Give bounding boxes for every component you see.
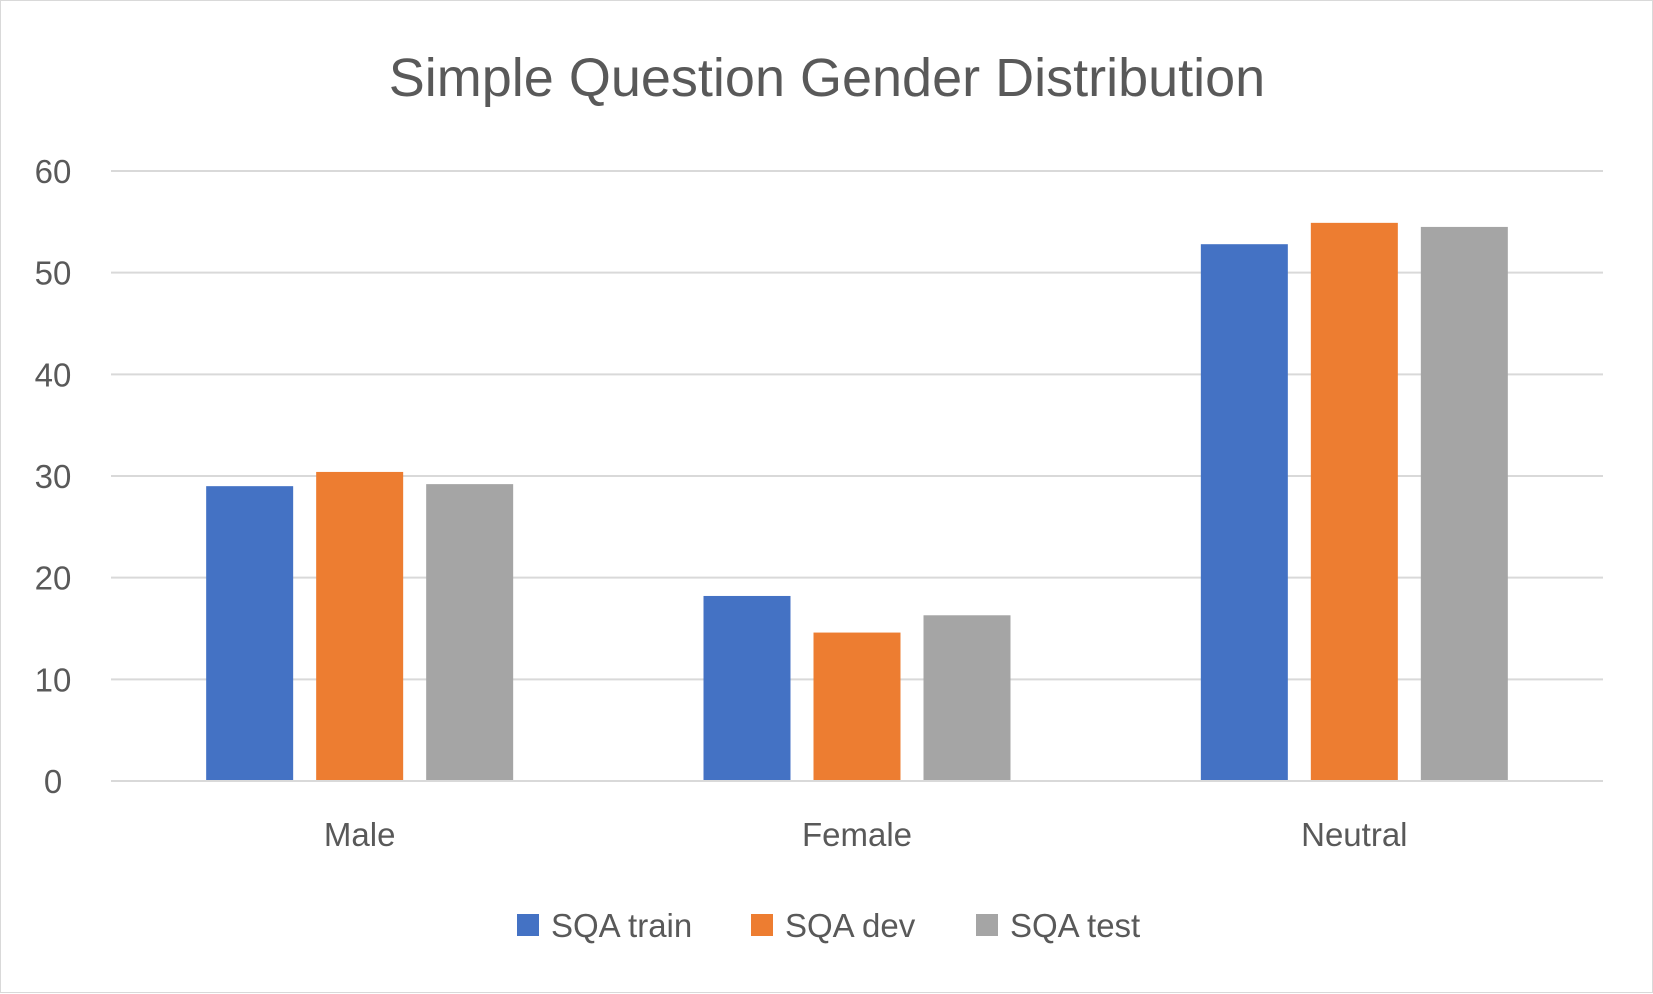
x-tick-label: Female bbox=[802, 816, 912, 853]
legend-item-sqa-train: SQA train bbox=[517, 907, 692, 944]
x-tick-label: Neutral bbox=[1301, 816, 1407, 853]
bar-sqa-train-male bbox=[206, 486, 294, 781]
y-tick-label: 0 bbox=[44, 763, 62, 800]
bar-sqa-dev-male bbox=[316, 471, 404, 781]
legend: SQA train SQA dev SQA test bbox=[517, 907, 1140, 944]
y-tick-label: 30 bbox=[35, 458, 72, 495]
bar-sqa-dev-female bbox=[813, 632, 901, 781]
y-tick-label: 40 bbox=[35, 356, 72, 393]
y-tick-label: 10 bbox=[35, 661, 72, 698]
x-tick-label: Male bbox=[324, 816, 396, 853]
legend-item-sqa-test: SQA test bbox=[976, 907, 1140, 944]
bar-sqa-train-female bbox=[703, 595, 791, 781]
x-axis-tick-labels: Male Female Neutral bbox=[324, 816, 1408, 853]
bar-sqa-train-neutral bbox=[1200, 244, 1288, 781]
legend-swatch bbox=[751, 914, 773, 936]
y-axis-tick-labels: 0 10 20 30 40 50 60 bbox=[35, 153, 72, 800]
legend-swatch bbox=[976, 914, 998, 936]
legend-item-sqa-dev: SQA dev bbox=[751, 907, 916, 944]
legend-label: SQA test bbox=[1010, 907, 1140, 944]
legend-label: SQA train bbox=[551, 907, 692, 944]
bars bbox=[206, 222, 1508, 782]
bar-sqa-test-female bbox=[923, 615, 1011, 781]
y-tick-label: 20 bbox=[35, 560, 72, 597]
legend-label: SQA dev bbox=[785, 907, 916, 944]
bar-sqa-dev-neutral bbox=[1310, 222, 1398, 782]
bar-sqa-test-male bbox=[426, 484, 514, 781]
chart-title: Simple Question Gender Distribution bbox=[389, 48, 1265, 108]
legend-swatch bbox=[517, 914, 539, 936]
y-tick-label: 50 bbox=[35, 255, 72, 292]
y-tick-label: 60 bbox=[35, 153, 72, 190]
bar-sqa-test-neutral bbox=[1420, 226, 1508, 781]
